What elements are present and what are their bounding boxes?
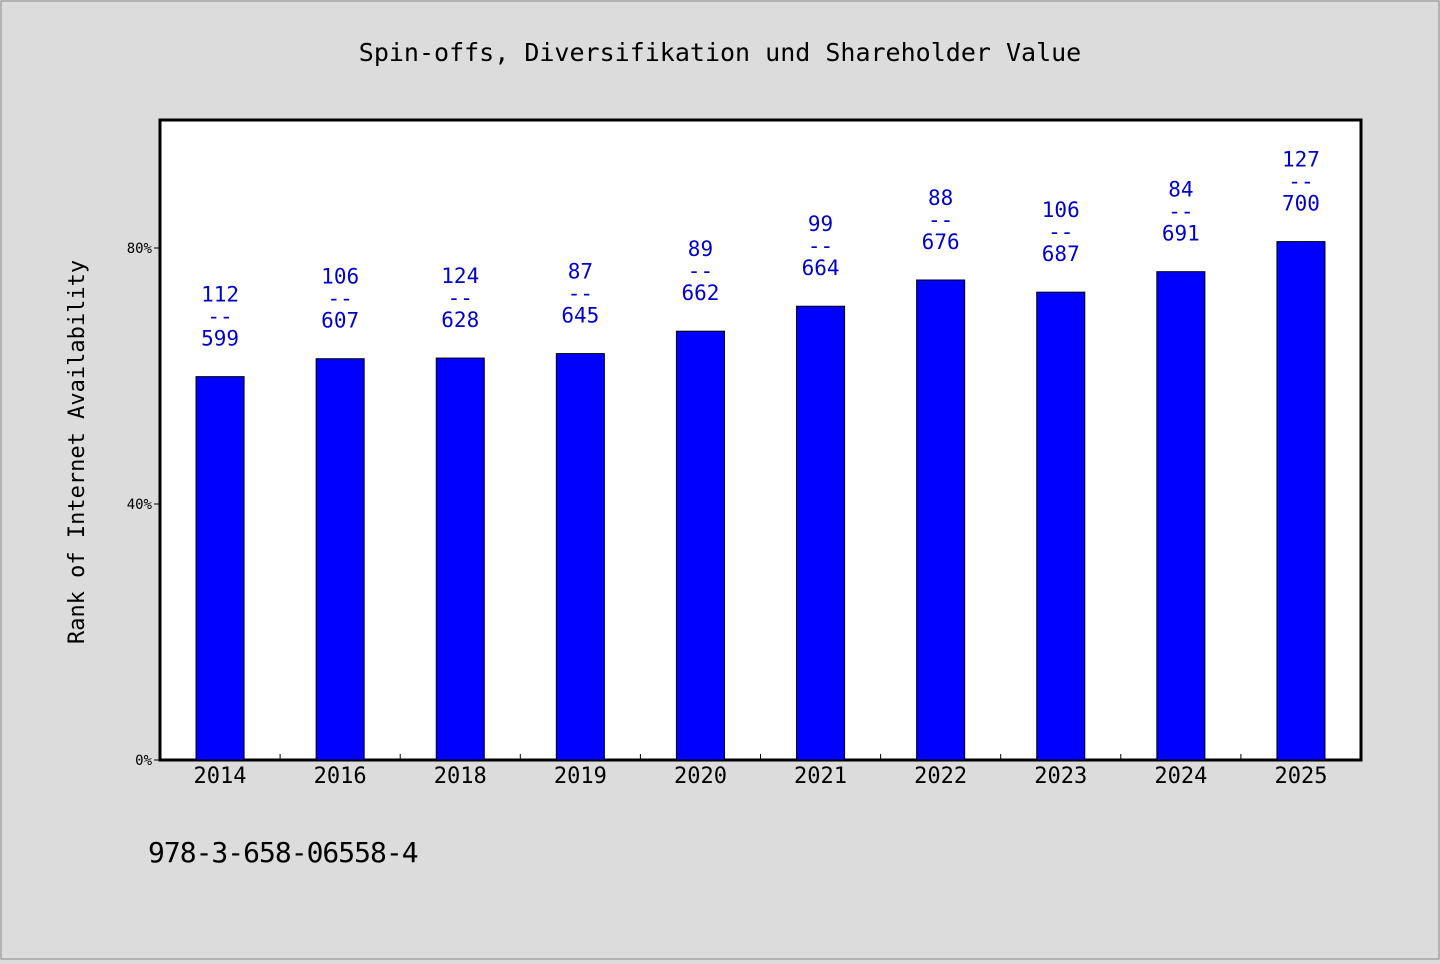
y-tick-label-80: 80%: [127, 241, 153, 257]
bar-label-2024-sep: --: [1168, 200, 1193, 224]
bar-label-2019-bottom: 645: [561, 304, 599, 328]
bar-label-2014-bottom: 599: [201, 327, 239, 351]
x-tick-label-2022: 2022: [914, 764, 967, 789]
x-tick-label-2018: 2018: [434, 764, 487, 789]
bar-label-2016-top: 106: [321, 265, 359, 289]
x-tick-label-2025: 2025: [1274, 764, 1327, 789]
x-tick-label-2021: 2021: [794, 764, 847, 789]
bars-group: [195, 241, 1326, 761]
bar-2023: [1036, 291, 1086, 761]
bar-label-2019-top: 87: [568, 260, 593, 284]
x-tick-label-2024: 2024: [1154, 764, 1207, 789]
x-tick-label-2016: 2016: [314, 764, 367, 789]
bar-label-2019-sep: --: [568, 282, 593, 306]
y-axis-label: Rank of Internet Availability: [65, 260, 90, 644]
y-tick-label-40: 40%: [127, 497, 153, 513]
bar-label-2023-bottom: 687: [1042, 242, 1080, 266]
chart-title: Spin-offs, Diversifikation und Sharehold…: [359, 38, 1081, 67]
x-tick-label-2019: 2019: [554, 764, 607, 789]
data-labels-group: 112--599106--607124--62887--64589--66299…: [201, 148, 1320, 351]
bar-2020: [675, 330, 725, 761]
bar-label-2018-top: 124: [441, 264, 479, 288]
footer-code: 978-3-658-06558-4: [148, 836, 419, 869]
bar-label-2014-top: 112: [201, 283, 239, 307]
y-tick-label-0: 0%: [135, 753, 152, 769]
bar-label-2014-sep: --: [207, 305, 232, 329]
bar-label-2021-bottom: 664: [802, 256, 840, 280]
bar-2021: [796, 305, 846, 761]
bar-label-2020-sep: --: [688, 259, 713, 283]
bar-label-2022-sep: --: [928, 208, 953, 232]
x-tick-label-2020: 2020: [674, 764, 727, 789]
bar-label-2021-top: 99: [808, 212, 833, 236]
bar-label-2020-top: 89: [688, 237, 713, 261]
bar-label-2025-sep: --: [1288, 170, 1313, 194]
bar-label-2022-bottom: 676: [922, 230, 960, 254]
bar-2014: [195, 376, 245, 761]
bar-label-2025-bottom: 700: [1282, 192, 1320, 216]
bar-2022: [916, 279, 966, 761]
bar-label-2024-bottom: 691: [1162, 222, 1200, 246]
bar-2025: [1276, 241, 1326, 761]
bar-label-2021-sep: --: [808, 234, 833, 258]
bar-2018: [435, 357, 485, 761]
bar-2016: [315, 358, 365, 761]
bar-label-2022-top: 88: [928, 186, 953, 210]
bar-2024: [1156, 271, 1206, 761]
x-axis: 2014 2016 2018 2019 2020 2021 2022 2023 2024 2025: [194, 754, 1327, 789]
bar-label-2018-sep: --: [448, 286, 473, 310]
bar-label-2016-bottom: 607: [321, 309, 359, 333]
x-tick-label-2023: 2023: [1034, 764, 1087, 789]
bar-label-2016-sep: --: [328, 287, 353, 311]
bar-label-2023-sep: --: [1048, 220, 1073, 244]
bar-label-2020-bottom: 662: [681, 281, 719, 305]
bar-2019: [555, 353, 605, 761]
x-tick-label-2014: 2014: [194, 764, 247, 789]
bar-label-2018-bottom: 628: [441, 308, 479, 332]
bar-label-2023-top: 106: [1042, 198, 1080, 222]
bar-label-2024-top: 84: [1168, 178, 1193, 202]
y-axis: 0% 40% 80%: [127, 241, 160, 769]
bar-label-2025-top: 127: [1282, 148, 1320, 172]
